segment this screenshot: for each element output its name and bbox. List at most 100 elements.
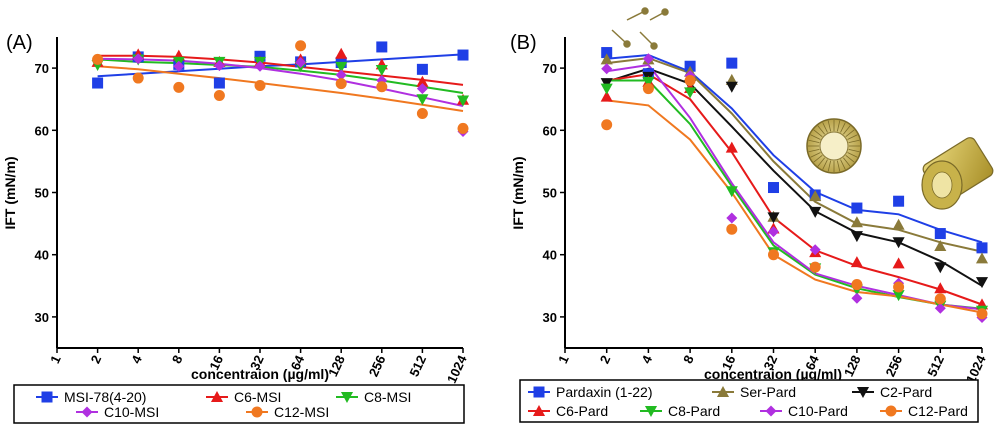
data-point: [684, 75, 696, 87]
data-point: [851, 279, 863, 291]
panel-label: (B): [510, 32, 537, 54]
data-point: [601, 47, 613, 59]
x-tick-label: 32: [761, 353, 781, 372]
data-point: [295, 40, 307, 52]
data-point: [892, 290, 905, 302]
data-point: [416, 94, 429, 106]
data-point: [892, 257, 905, 269]
fit-line-3: [97, 58, 464, 94]
data-point: [254, 60, 266, 72]
legend-marker: [644, 406, 658, 418]
data-point: [376, 81, 388, 93]
x-tick-label: 64: [802, 352, 822, 372]
y-tick-label: 60: [543, 123, 557, 138]
x-tick-label: 128: [841, 353, 864, 379]
data-point: [456, 95, 470, 107]
data-point: [725, 81, 738, 93]
data-point: [851, 292, 863, 304]
data-point: [600, 78, 613, 90]
y-tick-label: 40: [35, 248, 49, 263]
legend-marker: [81, 406, 93, 418]
legend-marker: [532, 404, 546, 416]
x-axis-title: concentraion (µg/ml): [191, 366, 329, 382]
nanotube-icon: [921, 137, 994, 210]
legend-label: C12-MSI: [274, 404, 329, 420]
legend-label: C10-Pard: [788, 403, 848, 419]
data-point: [92, 53, 104, 65]
x-tick-label: 8: [169, 353, 186, 366]
fit-line-1: [606, 53, 983, 244]
data-point: [893, 195, 905, 207]
data-point: [457, 49, 469, 61]
data-point: [934, 293, 946, 305]
data-point: [416, 75, 429, 87]
fit-line-3: [606, 67, 983, 287]
data-point: [850, 216, 863, 228]
data-point: [850, 256, 863, 268]
data-point: [642, 53, 654, 65]
legend-box: [519, 379, 979, 423]
data-point: [850, 231, 863, 243]
data-point: [416, 83, 428, 95]
data-point: [600, 90, 613, 102]
x-tick-label: 32: [247, 353, 267, 372]
data-point: [642, 76, 655, 88]
y-tick-label: 70: [543, 61, 557, 76]
legend-label: C8-MSI: [364, 389, 411, 405]
fit-line-7: [606, 99, 983, 314]
data-point: [601, 119, 613, 131]
legend-label: C8-Pard: [668, 403, 720, 419]
y-axis-title: IFT (mN/m): [2, 156, 18, 229]
x-tick-label: 2: [88, 353, 105, 366]
x-tick-label: 1024: [444, 352, 470, 385]
legend-label: C10-MSI: [104, 404, 159, 420]
data-point: [726, 223, 738, 235]
data-point: [254, 80, 266, 92]
fit-line-4: [97, 57, 464, 107]
data-point: [809, 206, 822, 218]
x-tick-label: 8: [680, 353, 697, 366]
x-tick-label: 512: [406, 353, 429, 379]
data-point: [684, 87, 697, 99]
data-point: [725, 141, 738, 153]
legend-marker: [765, 405, 777, 417]
vesicle-icon: [806, 118, 862, 174]
data-point: [376, 41, 388, 53]
data-point: [768, 226, 779, 238]
legend-marker: [856, 387, 870, 399]
data-point: [725, 186, 738, 198]
legend: MSI-78(4-20) C6-MSI C8-MSI C10-MSI C12-MSI: [13, 384, 465, 424]
data-point: [892, 218, 905, 230]
x-tick-label: 512: [924, 353, 947, 379]
x-tick-label: 1: [555, 353, 572, 366]
data-point: [173, 81, 185, 93]
data-point: [934, 228, 946, 240]
x-tick-label: 256: [366, 353, 389, 379]
x-tick-label: 16: [719, 353, 739, 372]
data-point: [976, 308, 988, 320]
data-point: [375, 65, 388, 77]
data-point: [642, 83, 654, 95]
legend-marker: [533, 386, 545, 398]
data-point: [934, 282, 947, 294]
data-point: [893, 281, 905, 293]
data-point: [934, 302, 946, 314]
data-point: [726, 212, 738, 224]
data-point: [295, 57, 307, 69]
data-point: [601, 63, 613, 75]
data-point: [416, 108, 428, 120]
x-tick-label: 256: [883, 353, 906, 379]
data-point: [809, 261, 821, 273]
legend-label: Pardaxin (1-22): [556, 384, 653, 400]
x-tick-label: 4: [638, 352, 655, 366]
data-point: [934, 239, 947, 251]
fit-line-4: [606, 73, 983, 306]
panel-label: (A): [6, 32, 33, 54]
data-point: [892, 237, 905, 249]
data-point: [768, 182, 779, 194]
data-point: [173, 60, 185, 72]
legend-label: C6-Pard: [556, 403, 608, 419]
